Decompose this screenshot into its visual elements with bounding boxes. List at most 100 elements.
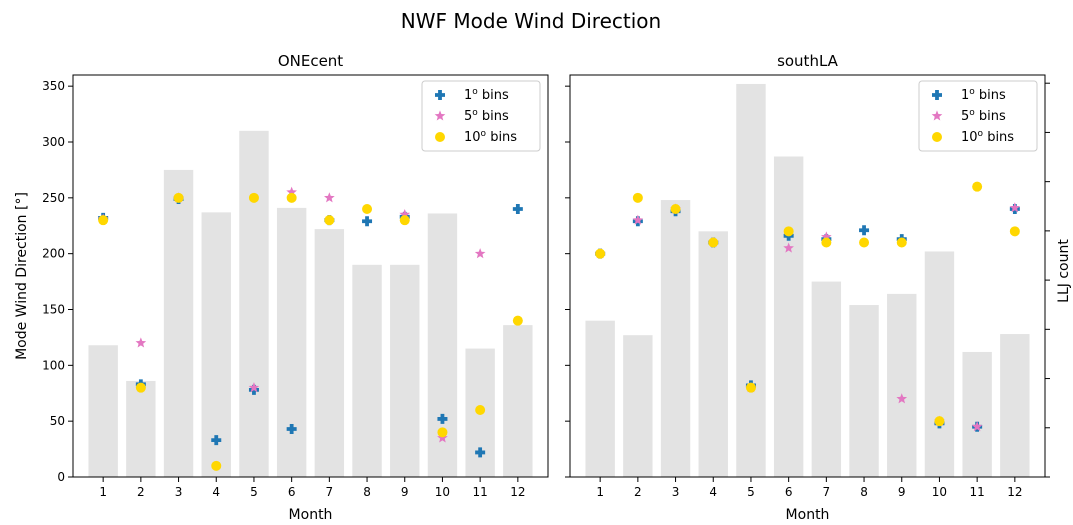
series-plus: [595, 204, 1020, 432]
llj-count-bar: [88, 345, 118, 477]
y-tick-label: 200: [42, 247, 65, 261]
x-tick-label: 5: [747, 485, 755, 499]
star-point: [324, 192, 335, 203]
y-axis-label-left: Mode Wind Direction [°]: [14, 192, 30, 360]
star-point: [286, 186, 297, 197]
circle-point: [324, 215, 335, 226]
plus-point: [859, 225, 870, 236]
legend: 1o bins 5o bins 10o bins: [421, 80, 541, 152]
x-tick-label: 2: [137, 485, 145, 499]
axes-frame: [72, 74, 549, 478]
star-point: [135, 337, 147, 348]
llj-count-bar: [126, 380, 156, 477]
circle-point: [670, 204, 681, 214]
circle-point: [135, 382, 146, 393]
llj-count-bar: [503, 325, 533, 477]
circle-point: [783, 226, 794, 237]
circle-point: [362, 204, 373, 214]
bar-group: [585, 83, 1030, 478]
y-tick-label: 50: [50, 414, 65, 428]
legend-label: 1o bins: [464, 87, 509, 103]
llj-count-bar: [698, 231, 728, 477]
star-point: [896, 393, 908, 404]
legend-star-icon: [931, 110, 943, 121]
star-point: [399, 208, 411, 220]
x-tick-label: 9: [898, 485, 906, 499]
star-point: [437, 432, 448, 443]
circle-point: [98, 215, 109, 226]
x-tick-label: 7: [326, 485, 334, 499]
legend-frame: [421, 80, 541, 152]
llj-count-bar: [352, 264, 382, 477]
llj-count-bar: [276, 207, 307, 477]
legend-label: 10o bins: [464, 129, 517, 145]
llj-count-bar: [924, 251, 955, 477]
circle-point: [972, 181, 983, 192]
legend-label: 5o bins: [961, 108, 1006, 124]
x-tick-label: 12: [510, 485, 525, 499]
circle-point: [595, 248, 606, 259]
circle-point: [399, 215, 410, 226]
legend-label: 1o bins: [961, 87, 1006, 103]
legend-label: 10o bins: [961, 129, 1014, 145]
legend-circle-icon: [435, 132, 445, 142]
circle-point: [708, 237, 719, 248]
plus-point: [286, 423, 297, 434]
legend-frame: [918, 80, 1038, 152]
plus-point: [437, 413, 448, 424]
circle-point: [821, 237, 832, 248]
y-tick-label: 0: [57, 470, 65, 484]
series-star: [594, 202, 1021, 432]
star-point: [632, 214, 644, 225]
x-tick-label: 6: [288, 485, 296, 499]
x-tick-label: 12: [1007, 485, 1022, 499]
y-tick-label: 150: [42, 303, 65, 317]
circle-point: [745, 382, 756, 393]
llj-count-bar: [962, 351, 992, 477]
llj-count-bar: [736, 83, 766, 477]
x-tick-label: 4: [212, 485, 220, 499]
x-tick-label: 10: [435, 485, 450, 499]
y-tick-label: 100: [42, 358, 65, 372]
x-tick-label: 2: [634, 485, 642, 499]
star-point: [783, 242, 794, 253]
llj-count-bar: [390, 264, 420, 477]
llj-count-bar: [239, 130, 269, 478]
y-tick-label: 350: [42, 79, 65, 93]
star-point: [474, 248, 486, 259]
plus-point: [211, 435, 222, 446]
plus-point: [475, 447, 486, 458]
legend: 1o bins 5o bins 10o bins: [918, 80, 1038, 152]
x-tick-label: 9: [401, 485, 409, 499]
series-circle: [595, 181, 1020, 427]
x-tick-label: 11: [970, 485, 985, 499]
x-tick-label: 3: [175, 485, 183, 499]
circle-point: [211, 460, 222, 471]
star-point: [1009, 202, 1021, 213]
y-tick-label: 250: [42, 191, 65, 205]
circle-point: [934, 416, 945, 427]
plus-point: [362, 216, 373, 227]
x-axis-label: Month: [786, 507, 830, 523]
y-axis-label-right: LLJ count: [1056, 239, 1072, 303]
x-tick-label: 7: [823, 485, 831, 499]
legend-plus-icon: [435, 90, 445, 100]
llj-count-bar: [660, 200, 691, 478]
llj-count-bar: [201, 212, 231, 477]
llj-count-bar: [585, 320, 615, 477]
circle-point: [286, 192, 297, 203]
legend-star-icon: [434, 110, 446, 121]
circle-point: [173, 192, 184, 203]
x-tick-label: 3: [672, 485, 680, 499]
star-point: [971, 421, 983, 432]
legend-label: 5o bins: [464, 108, 509, 124]
x-tick-label: 6: [785, 485, 793, 499]
circle-point: [437, 427, 448, 438]
series-circle: [98, 192, 523, 471]
legend-plus-icon: [932, 90, 942, 100]
llj-count-bar: [773, 156, 804, 477]
circle-point: [859, 237, 870, 248]
star-point: [248, 382, 260, 393]
